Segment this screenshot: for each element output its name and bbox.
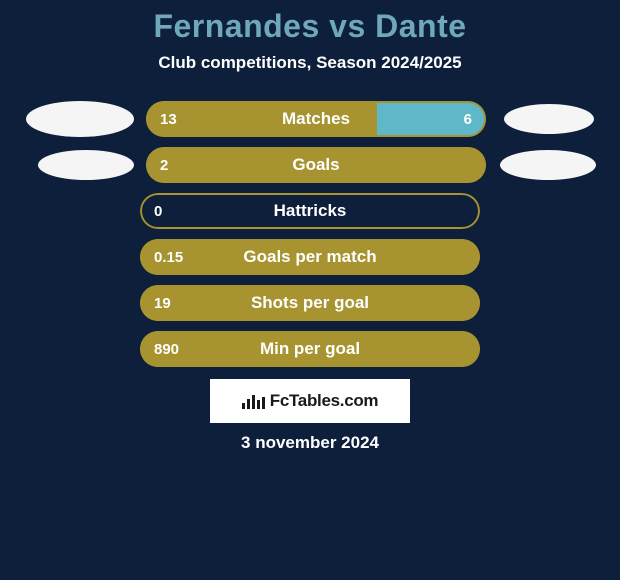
stat-row: 890Min per goal	[0, 331, 620, 367]
fill-left	[140, 331, 480, 367]
stat-bar: 0.15Goals per match	[140, 239, 480, 275]
stat-bar: 0Hattricks	[140, 193, 480, 229]
logo-text: FcTables.com	[270, 391, 379, 411]
fill-left	[146, 101, 377, 137]
stat-bar: 19Shots per goal	[140, 285, 480, 321]
stat-bar: 2Goals	[146, 147, 486, 183]
stat-label: Hattricks	[140, 193, 480, 229]
bar-chart-icon	[242, 393, 264, 409]
value-left: 0.15	[154, 239, 183, 275]
player-left-marker	[26, 101, 134, 137]
page-title: Fernandes vs Dante	[0, 8, 620, 45]
comparison-infographic: Fernandes vs Dante Club competitions, Se…	[0, 0, 620, 580]
subtitle: Club competitions, Season 2024/2025	[0, 53, 620, 73]
fill-left	[140, 239, 480, 275]
stats-rows: 136Matches2Goals0Hattricks0.15Goals per …	[0, 101, 620, 367]
stat-bar: 136Matches	[146, 101, 486, 137]
value-left: 890	[154, 331, 179, 367]
fill-left	[146, 147, 486, 183]
stat-row: 2Goals	[0, 147, 620, 183]
stat-bar: 890Min per goal	[140, 331, 480, 367]
fill-left	[140, 285, 480, 321]
logo-badge: FcTables.com	[210, 379, 410, 423]
stat-row: 0Hattricks	[0, 193, 620, 229]
player-right-marker	[500, 150, 596, 180]
stat-row: 136Matches	[0, 101, 620, 137]
bar-border	[140, 193, 480, 229]
value-left: 0	[154, 193, 162, 229]
date-label: 3 november 2024	[0, 433, 620, 453]
player-right-marker	[504, 104, 594, 134]
stat-row: 0.15Goals per match	[0, 239, 620, 275]
value-left: 2	[160, 147, 168, 183]
value-left: 19	[154, 285, 171, 321]
value-right: 6	[464, 101, 472, 137]
stat-row: 19Shots per goal	[0, 285, 620, 321]
player-left-marker	[38, 150, 134, 180]
value-left: 13	[160, 101, 177, 137]
